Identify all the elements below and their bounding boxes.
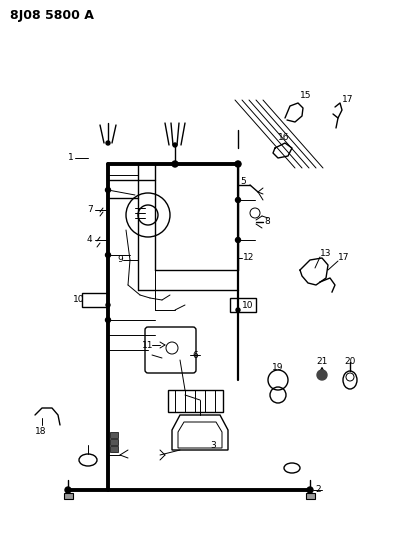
Text: 16: 16 bbox=[278, 133, 289, 142]
Circle shape bbox=[317, 370, 327, 380]
Circle shape bbox=[106, 188, 110, 192]
Text: 8: 8 bbox=[264, 217, 270, 227]
Circle shape bbox=[235, 161, 241, 167]
Bar bbox=[110, 432, 118, 438]
Text: 11: 11 bbox=[142, 341, 154, 350]
Circle shape bbox=[235, 198, 241, 203]
Bar bbox=[110, 439, 118, 445]
Bar bbox=[110, 446, 118, 452]
Text: 6: 6 bbox=[192, 351, 198, 359]
Text: 10: 10 bbox=[73, 295, 85, 304]
Text: 12: 12 bbox=[243, 254, 254, 262]
Text: 10: 10 bbox=[242, 301, 254, 310]
Text: 18: 18 bbox=[35, 427, 46, 437]
Bar bbox=[64, 493, 73, 499]
Circle shape bbox=[173, 143, 177, 147]
Circle shape bbox=[235, 238, 241, 243]
Text: 21: 21 bbox=[316, 358, 328, 367]
Text: 17: 17 bbox=[338, 253, 349, 262]
Text: 5: 5 bbox=[240, 177, 246, 187]
Bar bbox=[306, 493, 314, 499]
Text: 1: 1 bbox=[68, 154, 74, 163]
Text: 15: 15 bbox=[300, 91, 312, 100]
Circle shape bbox=[236, 308, 240, 312]
Circle shape bbox=[106, 141, 110, 145]
Bar bbox=[168, 390, 223, 412]
Text: 7: 7 bbox=[87, 206, 93, 214]
Circle shape bbox=[106, 253, 110, 257]
Circle shape bbox=[106, 303, 110, 307]
Text: 17: 17 bbox=[342, 95, 353, 104]
Text: 19: 19 bbox=[272, 362, 283, 372]
Text: 9: 9 bbox=[117, 255, 123, 264]
Text: 3: 3 bbox=[210, 440, 216, 449]
Bar bbox=[82, 293, 108, 307]
Text: 20: 20 bbox=[344, 358, 355, 367]
Circle shape bbox=[172, 161, 178, 167]
Text: 4: 4 bbox=[87, 236, 93, 245]
Text: 2: 2 bbox=[315, 486, 321, 495]
Circle shape bbox=[307, 487, 313, 493]
Circle shape bbox=[65, 487, 71, 493]
Text: 13: 13 bbox=[320, 249, 331, 259]
Circle shape bbox=[235, 161, 241, 166]
Bar bbox=[230, 298, 256, 312]
Circle shape bbox=[106, 318, 110, 322]
Text: 8J08 5800 A: 8J08 5800 A bbox=[10, 10, 94, 22]
